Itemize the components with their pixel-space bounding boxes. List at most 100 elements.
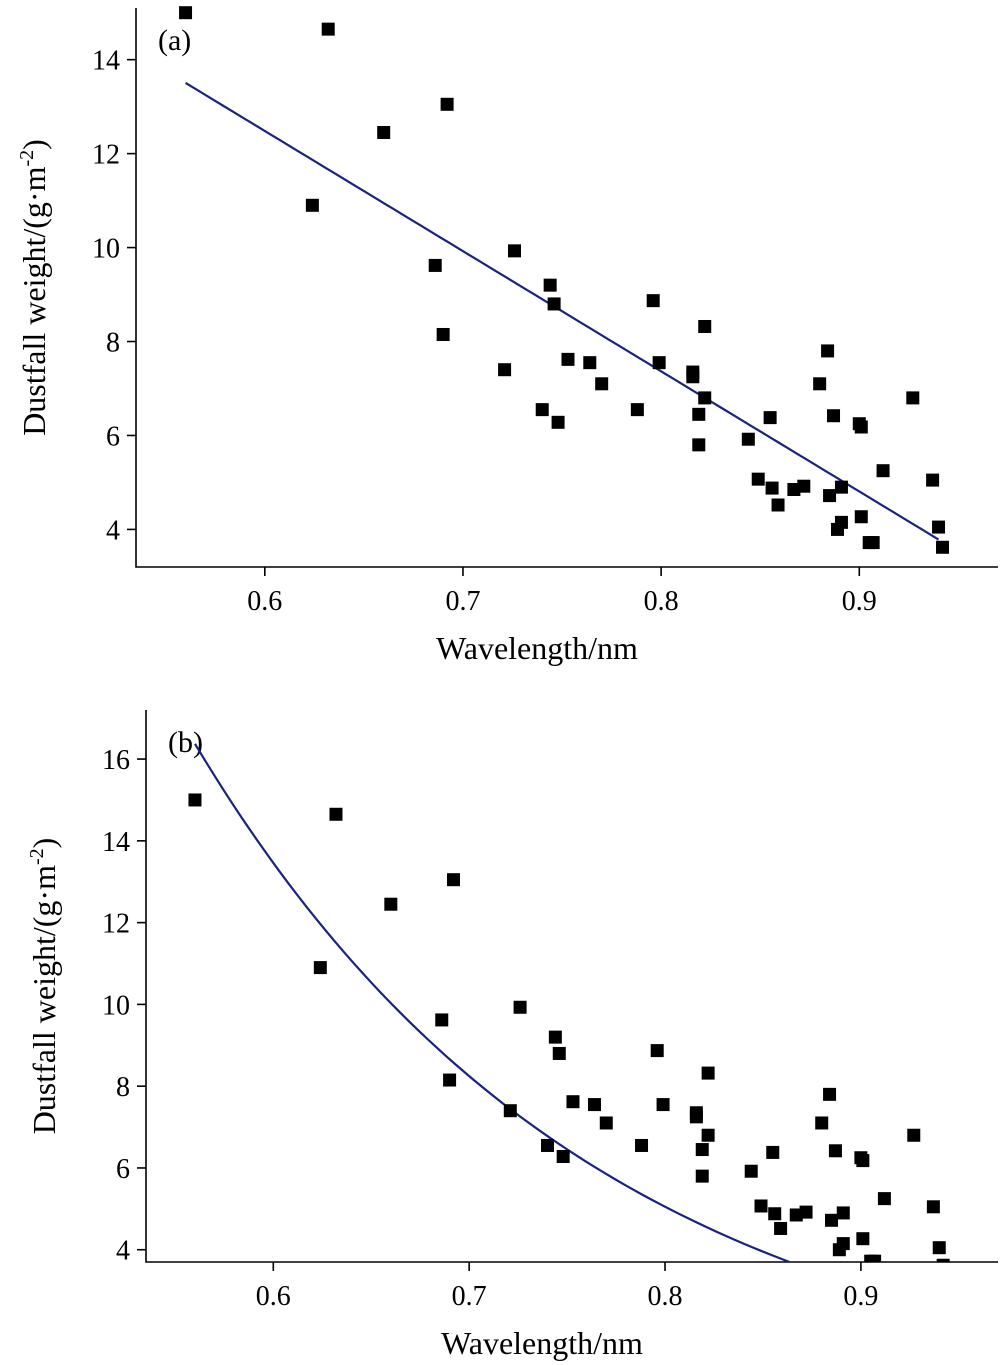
data-point bbox=[926, 1200, 940, 1214]
data-point bbox=[834, 515, 848, 529]
data-point bbox=[789, 1208, 803, 1222]
data-point bbox=[906, 391, 920, 405]
data-point bbox=[689, 1110, 703, 1124]
data-point bbox=[513, 1000, 527, 1014]
data-point bbox=[656, 1098, 670, 1112]
data-point bbox=[932, 1241, 946, 1255]
fit-line bbox=[184, 81, 940, 541]
data-point bbox=[823, 489, 837, 503]
x-tick-label: 0.9 bbox=[843, 1281, 878, 1312]
data-point bbox=[768, 1207, 782, 1221]
data-point bbox=[428, 258, 442, 272]
data-point bbox=[692, 438, 706, 452]
axis-lines bbox=[145, 710, 998, 1263]
y-axis-title: Dustfall weight/(g·m-2) bbox=[26, 838, 62, 1135]
data-point bbox=[561, 352, 575, 366]
x-tick-label: 0.6 bbox=[247, 586, 282, 617]
data-point bbox=[436, 327, 450, 341]
data-point bbox=[543, 278, 557, 292]
data-point bbox=[635, 1138, 649, 1152]
chart-panel-a: 0.6 0.7 0.8 0.9 4 6 8 10 12 14 Wavelength/nm Dustfa… bbox=[16, 6, 998, 666]
data-point bbox=[763, 411, 777, 425]
data-point bbox=[821, 344, 835, 358]
data-point bbox=[692, 407, 706, 421]
data-point bbox=[630, 403, 644, 417]
data-point bbox=[535, 403, 549, 417]
data-point bbox=[866, 536, 880, 550]
panel-label: (b) bbox=[168, 726, 203, 759]
axis-lines bbox=[135, 8, 998, 568]
data-point bbox=[766, 1145, 780, 1159]
y-tick-label: 8 bbox=[116, 1072, 130, 1103]
data-point bbox=[547, 297, 561, 311]
y-tick-label: 14 bbox=[102, 827, 130, 858]
data-point bbox=[907, 1128, 921, 1142]
data-point bbox=[652, 356, 666, 370]
data-point bbox=[698, 319, 712, 333]
y-tick-label: 16 bbox=[102, 745, 130, 776]
data-point bbox=[551, 415, 565, 429]
data-point bbox=[936, 540, 950, 554]
data-point bbox=[828, 1144, 842, 1158]
data-point bbox=[823, 1087, 837, 1101]
y-tick-label: 8 bbox=[106, 328, 120, 359]
x-axis-title: Wavelength/nm bbox=[441, 1325, 643, 1361]
plot-area bbox=[188, 743, 950, 1262]
data-point bbox=[876, 464, 890, 478]
panel-label: (a) bbox=[158, 24, 191, 57]
data-point bbox=[868, 1254, 882, 1262]
data-point bbox=[507, 244, 521, 258]
x-tick-label: 0.9 bbox=[842, 586, 877, 617]
data-point bbox=[179, 6, 193, 20]
y-tick-label: 10 bbox=[102, 990, 130, 1021]
plot-area bbox=[179, 6, 950, 554]
data-point bbox=[799, 1205, 813, 1219]
data-point bbox=[503, 1104, 517, 1118]
data-point bbox=[650, 1044, 664, 1058]
data-point bbox=[698, 391, 712, 405]
x-tick-label: 0.8 bbox=[644, 586, 679, 617]
data-point bbox=[541, 1138, 555, 1152]
data-point bbox=[854, 510, 868, 524]
data-point bbox=[856, 1232, 870, 1246]
x-tick-label: 0.7 bbox=[452, 1281, 487, 1312]
data-point bbox=[825, 1213, 839, 1227]
data-point bbox=[686, 370, 700, 384]
data-point bbox=[701, 1066, 715, 1080]
data-point bbox=[744, 1164, 758, 1178]
data-point bbox=[877, 1192, 891, 1206]
data-point bbox=[435, 1013, 449, 1027]
data-point bbox=[695, 1143, 709, 1157]
data-point bbox=[443, 1073, 457, 1087]
y-tick-label: 10 bbox=[92, 234, 120, 265]
chart-panel-b: 0.6 0.7 0.8 0.9 4 6 8 10 12 14 16 Wavelength/nm Dust… bbox=[26, 710, 998, 1361]
data-point bbox=[926, 473, 940, 487]
data-point bbox=[566, 1095, 580, 1109]
data-point bbox=[447, 873, 461, 887]
data-point bbox=[583, 356, 597, 370]
data-point bbox=[771, 498, 785, 512]
data-point bbox=[588, 1098, 602, 1112]
data-point bbox=[854, 420, 868, 434]
data-point bbox=[765, 481, 779, 495]
y-tick-label: 4 bbox=[106, 515, 120, 546]
data-point bbox=[329, 807, 343, 821]
data-point bbox=[813, 377, 827, 391]
data-point bbox=[936, 1258, 950, 1262]
y-tick-label: 12 bbox=[92, 140, 120, 171]
data-point bbox=[556, 1150, 570, 1164]
x-axis-title: Wavelength/nm bbox=[436, 630, 638, 666]
y-tick-label: 14 bbox=[92, 46, 120, 77]
data-point bbox=[440, 97, 454, 111]
data-point bbox=[754, 1199, 768, 1213]
data-point bbox=[548, 1030, 562, 1044]
data-point bbox=[646, 294, 660, 308]
data-point bbox=[827, 409, 841, 423]
y-tick-label: 12 bbox=[102, 909, 130, 940]
data-point bbox=[774, 1221, 788, 1235]
y-tick-label: 6 bbox=[116, 1154, 130, 1185]
data-point bbox=[599, 1116, 613, 1130]
data-point bbox=[741, 432, 755, 446]
data-point bbox=[836, 1206, 850, 1220]
